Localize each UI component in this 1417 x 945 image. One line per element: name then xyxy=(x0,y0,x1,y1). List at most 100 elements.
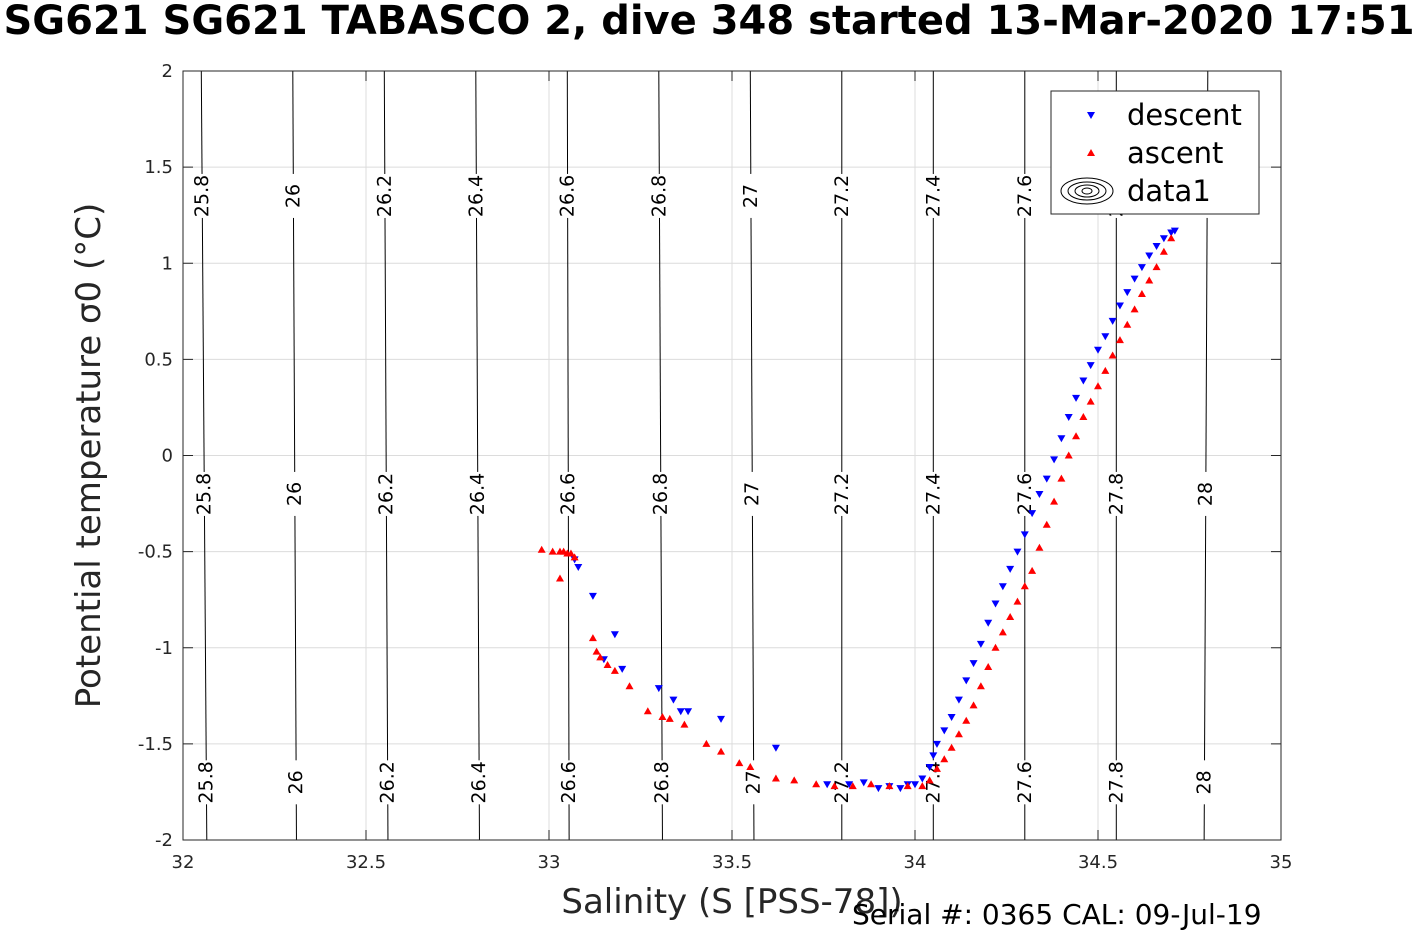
data-point-ascent xyxy=(954,730,963,738)
data-point-ascent xyxy=(680,720,689,728)
data-point-ascent xyxy=(962,716,971,724)
data-point-ascent xyxy=(625,682,634,690)
data-point-ascent xyxy=(1013,597,1022,605)
data-point-descent xyxy=(1170,227,1179,235)
contour-label: 26.4 xyxy=(467,473,489,515)
contour-label: 28 xyxy=(1193,770,1215,794)
data-point-ascent xyxy=(566,549,575,557)
data-point-ascent xyxy=(1094,382,1102,390)
data-point-ascent xyxy=(903,782,912,790)
data-point-ascent xyxy=(790,776,799,784)
data-point-ascent xyxy=(932,764,941,772)
contour-label-bg xyxy=(195,760,218,805)
contour-label-bg xyxy=(557,471,580,516)
data-point-ascent xyxy=(991,643,1000,651)
contour-label: 28 xyxy=(1195,482,1217,506)
data-point-ascent xyxy=(570,553,579,561)
data-point-ascent xyxy=(702,739,711,747)
data-point-descent xyxy=(618,665,627,673)
data-point-descent xyxy=(962,677,971,685)
data-point-ascent xyxy=(925,776,934,784)
data-point-ascent xyxy=(1130,305,1139,313)
contour-label-bg xyxy=(739,173,762,219)
data-point-descent xyxy=(969,660,978,668)
y-tick-label: -1 xyxy=(155,638,173,659)
data-point-descent xyxy=(911,781,919,789)
contour-label: 26.6 xyxy=(557,473,579,515)
contour-label: 27.2 xyxy=(831,175,853,217)
legend-marker-ascent xyxy=(1087,149,1095,156)
data-point-descent xyxy=(1028,510,1037,518)
data-point-ascent xyxy=(984,662,993,670)
contour-label-bg xyxy=(1194,471,1217,517)
series-ascent xyxy=(537,234,1176,790)
data-point-descent xyxy=(588,592,597,600)
data-point-ascent xyxy=(830,782,839,790)
contour-label: 26.8 xyxy=(648,175,670,217)
contour-label: 26.4 xyxy=(465,175,487,217)
contour-label: 27.6 xyxy=(1014,175,1036,217)
data-point-descent xyxy=(929,752,938,760)
data-point-descent xyxy=(1101,333,1110,341)
data-point-descent xyxy=(676,708,685,716)
data-point-ascent xyxy=(1079,413,1088,421)
data-point-descent xyxy=(684,708,693,716)
data-point-ascent xyxy=(1042,520,1051,528)
contour-label-bg xyxy=(1105,760,1128,805)
data-point-descent xyxy=(1115,302,1124,310)
data-point-ascent xyxy=(1152,263,1161,271)
data-point-ascent xyxy=(1050,497,1059,505)
data-point-descent xyxy=(717,715,726,723)
data-point-ascent xyxy=(665,714,674,722)
contour-label: 27.4 xyxy=(922,473,944,515)
contour-label-bg xyxy=(922,471,945,516)
contour-label-bg xyxy=(648,173,671,219)
contour-label-bg xyxy=(830,471,853,516)
contour-label: 26.2 xyxy=(375,473,397,515)
contour-label-bg xyxy=(741,471,764,517)
y-tick-label: 1.5 xyxy=(144,157,173,178)
data-point-ascent xyxy=(812,780,821,788)
data-point-descent xyxy=(1050,456,1059,464)
contour-label: 27 xyxy=(741,482,763,506)
data-point-ascent xyxy=(867,780,876,788)
contour-label: 26.2 xyxy=(377,761,399,803)
contour-label-bg xyxy=(1105,471,1128,516)
contour-label: 27.6 xyxy=(1014,761,1036,803)
contour-label-bg xyxy=(830,173,853,218)
data-point-ascent xyxy=(1006,612,1015,620)
data-point-descent xyxy=(896,785,905,793)
data-point-ascent xyxy=(555,574,564,582)
data-point-ascent xyxy=(610,666,619,674)
y-tick-label: -2 xyxy=(155,830,173,851)
data-point-descent xyxy=(1123,289,1132,297)
data-point-descent xyxy=(918,775,927,783)
contour-label: 25.8 xyxy=(191,175,213,217)
data-point-ascent xyxy=(717,747,726,755)
contour-label: 26 xyxy=(282,184,304,208)
data-point-descent xyxy=(1152,242,1161,250)
data-point-ascent xyxy=(592,647,601,655)
legend-contour-icon xyxy=(1060,177,1114,205)
data-point-ascent xyxy=(771,774,780,782)
legend-marker-descent xyxy=(1087,112,1095,119)
x-tick-label: 35 xyxy=(1270,852,1293,873)
data-point-ascent xyxy=(998,628,1007,636)
data-point-ascent xyxy=(1086,397,1095,405)
data-point-descent xyxy=(998,583,1007,591)
legend-label: ascent xyxy=(1127,136,1223,170)
contour-label-bg xyxy=(830,760,853,805)
y-tick-label: -0.5 xyxy=(138,542,173,563)
contour-label-bg xyxy=(742,760,765,805)
contour-label: 27 xyxy=(740,184,762,208)
data-point-ascent xyxy=(885,782,894,790)
legend-contour-icon xyxy=(1074,184,1100,198)
contour-label-bg xyxy=(283,471,306,517)
contour-label-bg xyxy=(1013,760,1036,805)
data-point-ascent xyxy=(596,653,605,661)
data-point-descent xyxy=(1159,235,1168,243)
data-point-descent xyxy=(845,781,854,789)
data-point-descent xyxy=(1057,435,1066,443)
data-point-ascent xyxy=(1108,351,1117,359)
data-point-descent xyxy=(1072,394,1081,402)
